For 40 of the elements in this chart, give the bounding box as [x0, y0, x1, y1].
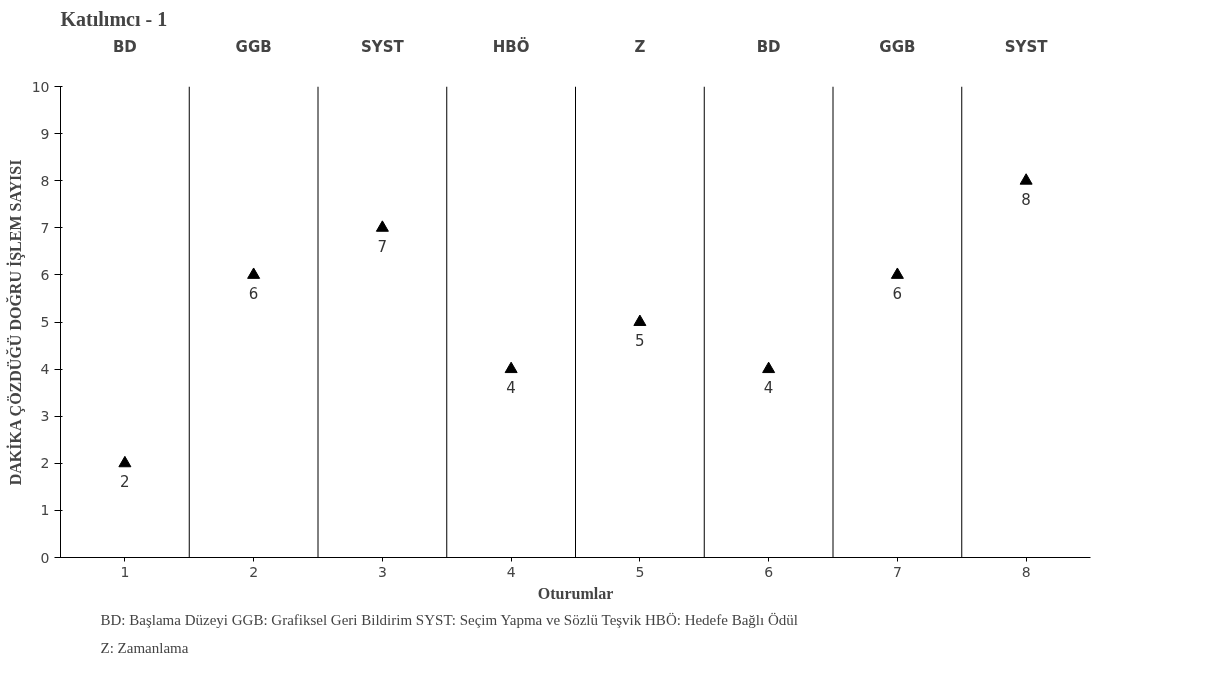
text: GGB	[879, 37, 916, 56]
y-tick-label: 4	[40, 361, 50, 378]
y-tick-label: 6	[40, 266, 50, 283]
x-tick-label: 4	[506, 563, 516, 580]
text: GGB	[235, 37, 272, 56]
x-tick-label: 2	[249, 563, 259, 580]
y-tick-label: 0	[40, 549, 50, 566]
x-tick-label: 5	[635, 563, 645, 580]
y-tick-label: 7	[40, 219, 50, 236]
text: Z	[634, 37, 646, 56]
x-tick-label: 6	[764, 563, 774, 580]
x-tick-label: 7	[892, 563, 902, 580]
data-label: 5	[635, 332, 645, 350]
y-tick-label: 9	[40, 125, 50, 142]
data-label: 2	[120, 473, 130, 492]
data-label: 6	[248, 284, 259, 303]
data-label: 6	[892, 284, 903, 303]
y-tick-label: 1	[40, 502, 50, 519]
x-tick-label: 8	[1021, 563, 1031, 580]
text: HBÖ	[492, 36, 530, 56]
chart-title: Katılımcı - 1	[60, 7, 168, 30]
data-label: 7	[377, 237, 388, 256]
data-label: 4	[506, 379, 516, 398]
y-tick-label: 8	[40, 172, 50, 189]
x-axis-title: Oturumlar	[537, 584, 614, 602]
y-tick-label: 3	[40, 408, 50, 425]
y-tick-label: 10	[31, 78, 50, 95]
x-tick-label: 1	[120, 563, 130, 580]
x-tick-label: 3	[377, 563, 387, 580]
text: SYST	[1004, 37, 1049, 56]
y-tick-label: 5	[40, 314, 50, 330]
text: Z: Zamanlama	[100, 639, 189, 656]
text: BD	[112, 37, 137, 56]
text: BD	[756, 37, 781, 56]
y-axis-title: DAKİKA ÇÖZDÜĞÜ DOĞRU İŞLEM SAYISI	[5, 159, 25, 486]
text: BD: Başlama Düzeyi GGB: Grafiksel Geri Bildirim SYST: Seçim Yapma ve Sözlü Teşvik HBÖ: Hedefe Bağlı Ödül	[100, 611, 798, 628]
data-label: 8	[1021, 190, 1031, 209]
data-label: 4	[763, 379, 774, 398]
y-tick-label: 2	[40, 455, 50, 472]
text: SYST	[361, 37, 405, 56]
